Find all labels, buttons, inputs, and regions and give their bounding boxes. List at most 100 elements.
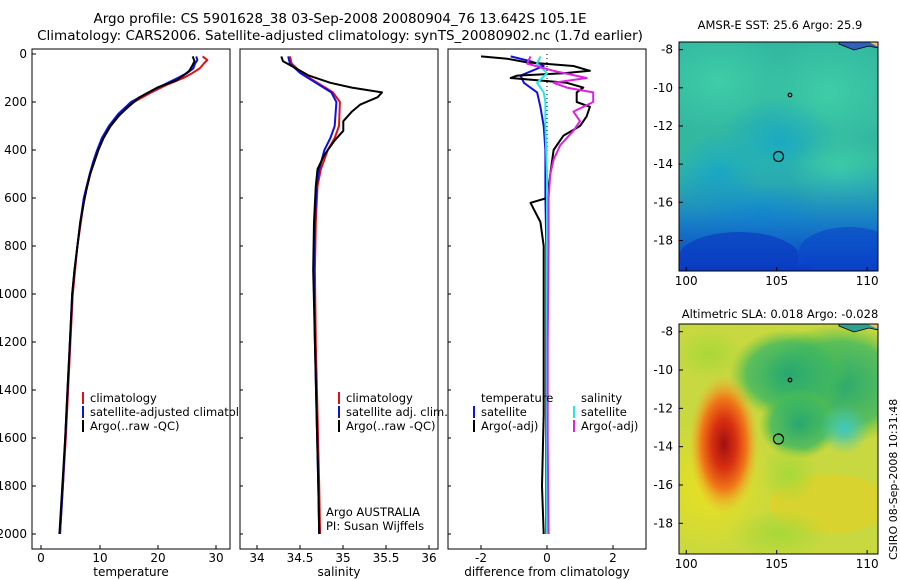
difference-legend-temperature: temperature satellite Argo(-adj): [473, 391, 553, 433]
y-tick-1200: 1200: [0, 335, 36, 349]
x-tick-36: 36: [421, 545, 437, 565]
series-line-salinity-argo-adj: [526, 55, 595, 535]
legend-label-climatology: climatology: [90, 391, 157, 405]
salinity-legend: climatology satellite adj. clim. Argo(..…: [338, 391, 448, 433]
difference-legend-salinity: salinity satellite Argo(-adj): [573, 391, 638, 433]
series-line-argo-raw-qc: [280, 56, 383, 535]
sst-map-frame: [678, 41, 879, 272]
x-tick-0: 0: [543, 545, 551, 565]
map-y-tick-label: -18: [653, 516, 673, 530]
map-y-tick-label: -14: [653, 440, 673, 454]
sla-map-panel: Altimetric SLA: 0.018 Argo: -0.028 -8 -10…: [653, 307, 879, 571]
sla-map-x-ticks: 100 105 110: [675, 550, 879, 571]
svg-text:0: 0: [19, 47, 27, 61]
svg-text:30: 30: [208, 551, 223, 565]
x-tick-10: 10: [92, 545, 108, 565]
sla-island-marker: [787, 377, 793, 383]
map-y-tick-label: -8: [661, 43, 673, 57]
x-tick-34: 34: [249, 545, 265, 565]
salinity-x-ticks: 34 34.5 35 35.5 36: [249, 545, 437, 565]
legend-label-climatology: climatology: [346, 391, 413, 405]
sst-map-x-ticks: 100 105 110: [675, 267, 879, 288]
temperature-legend: climatology satellite-adjusted climatolo…: [82, 391, 260, 433]
svg-text:34.5: 34.5: [287, 551, 314, 565]
legend-label-temp-argo: Argo(-adj): [481, 419, 538, 433]
svg-text:1400: 1400: [0, 383, 27, 397]
svg-text:1800: 1800: [0, 479, 27, 493]
sst-map-panel: AMSR-E SST: 25.6 Argo: 25.9 -8-10-12-14-…: [653, 18, 879, 288]
y-tick-800: 800: [4, 239, 36, 253]
y-tick-600: 600: [4, 191, 36, 205]
svg-text:-2: -2: [475, 551, 487, 565]
legend-label-sal-argo: Argo(-adj): [581, 419, 638, 433]
map-x-tick-label: 100: [675, 274, 698, 288]
map-y-tick-label: -16: [653, 195, 673, 209]
map-y-tick-label: -12: [653, 119, 673, 133]
temperature-x-label: temperature: [93, 565, 168, 579]
map-y-tick-label: -12: [653, 401, 673, 415]
y-tick-2000: 2000: [0, 527, 36, 541]
map-y-tick-label: -8: [661, 325, 673, 339]
legend-label-argo: Argo(..raw -QC): [90, 419, 180, 433]
sst-profile-location-marker: [772, 150, 785, 163]
map-y-tick-label: -18: [653, 233, 673, 247]
legend-label-satellite-adjusted: satellite-adjusted climatology: [90, 405, 260, 419]
x-tick-30: 30: [208, 545, 224, 565]
temperature-axes-frame: [31, 48, 231, 550]
svg-text:0: 0: [543, 551, 551, 565]
salinity-x-label: salinity: [317, 565, 360, 579]
sla-profile-location-marker: [772, 433, 785, 445]
svg-text:400: 400: [4, 143, 27, 157]
difference-x-label: difference from climatology: [464, 565, 630, 579]
legend-label-argo: Argo(..raw -QC): [346, 419, 436, 433]
sla-map-y-ticks: -8 -10 -12 -14 -16 -18: [653, 325, 683, 530]
svg-text:800: 800: [4, 239, 27, 253]
map-y-tick-label: -10: [653, 81, 673, 95]
series-line-temperature-argo-adj: [480, 55, 591, 535]
series-line-argo-raw-qc: [58, 56, 196, 535]
svg-text:2: 2: [609, 551, 617, 565]
map-y-tick-label: -14: [653, 157, 673, 171]
svg-text:1000: 1000: [0, 287, 27, 301]
legend-label-sal-satellite: satellite: [581, 405, 627, 419]
sst-map-y-ticks: -8 -10 -12 -14 -16 -18: [653, 43, 683, 247]
legend-label-satellite: satellite adj. clim.: [346, 405, 448, 419]
figure-title-line-1: Argo profile: CS 5901628_38 03-Sep-2008 …: [93, 11, 587, 27]
svg-text:200: 200: [4, 95, 27, 109]
x-tick-0: 0: [37, 545, 45, 565]
map-x-tick-label: 105: [765, 557, 788, 571]
map-x-tick-label: 100: [675, 557, 698, 571]
svg-text:35: 35: [335, 551, 350, 565]
map-x-tick-label: 110: [856, 274, 879, 288]
difference-y-ticks: [448, 101, 451, 535]
x-tick-35.5: 35.5: [373, 545, 399, 565]
temperature-x-ticks: 0 10 20 30: [37, 545, 224, 565]
sst-map-title: AMSR-E SST: 25.6 Argo: 25.9: [698, 18, 863, 32]
map-y-tick-label: -10: [653, 363, 673, 377]
sst-island-marker: [787, 92, 793, 98]
svg-text:20: 20: [150, 551, 165, 565]
pi-label: PI: Susan Wijffels: [326, 519, 424, 533]
svg-text:2000: 2000: [0, 527, 27, 541]
svg-text:600: 600: [4, 191, 27, 205]
x-tick-35: 35: [335, 545, 351, 565]
sla-map-field: [679, 324, 878, 554]
x-tick-34.5: 34.5: [287, 545, 314, 565]
data-source-label: Argo AUSTRALIA: [326, 505, 420, 519]
svg-text:1200: 1200: [0, 335, 27, 349]
difference-panel: -2 0 2 difference from climatology tempe…: [447, 48, 647, 579]
map-x-tick-label: 110: [856, 557, 879, 571]
sla-map-frame: [678, 323, 879, 555]
y-tick-400: 400: [4, 143, 36, 157]
figure-title-line-2: Climatology: CARS2006. Satellite-adjuste…: [37, 28, 643, 44]
legend-heading-salinity: salinity: [581, 391, 622, 405]
temperature-y-ticks: 0 200 400 600 800 1000 1200 1400 1600 18…: [0, 47, 36, 541]
sst-map-field: [679, 42, 878, 271]
y-tick-200: 200: [4, 95, 36, 109]
x-tick-2: 2: [609, 545, 617, 565]
svg-text:34: 34: [249, 551, 264, 565]
temperature-series: [58, 55, 209, 535]
salinity-axes-frame: [239, 48, 439, 550]
svg-text:0: 0: [37, 551, 45, 565]
